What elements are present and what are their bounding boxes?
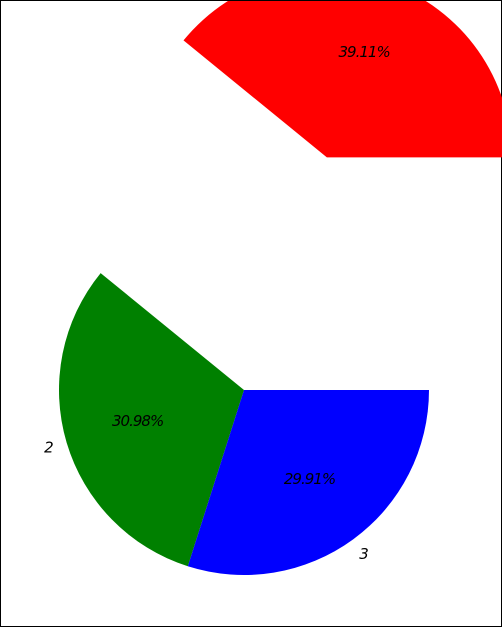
pie-percent-label-1: 39.11% (339, 43, 390, 61)
pie-slice-3 (187, 390, 429, 575)
pie-category-label-2: 2 (44, 439, 54, 457)
pie-category-label-3: 3 (359, 545, 369, 563)
pie-slice-2 (58, 273, 244, 567)
pie-percent-label-3: 29.91% (284, 470, 335, 488)
pie-percent-label-2: 30.98% (112, 412, 163, 430)
pie-slice-1 (183, 1, 502, 158)
